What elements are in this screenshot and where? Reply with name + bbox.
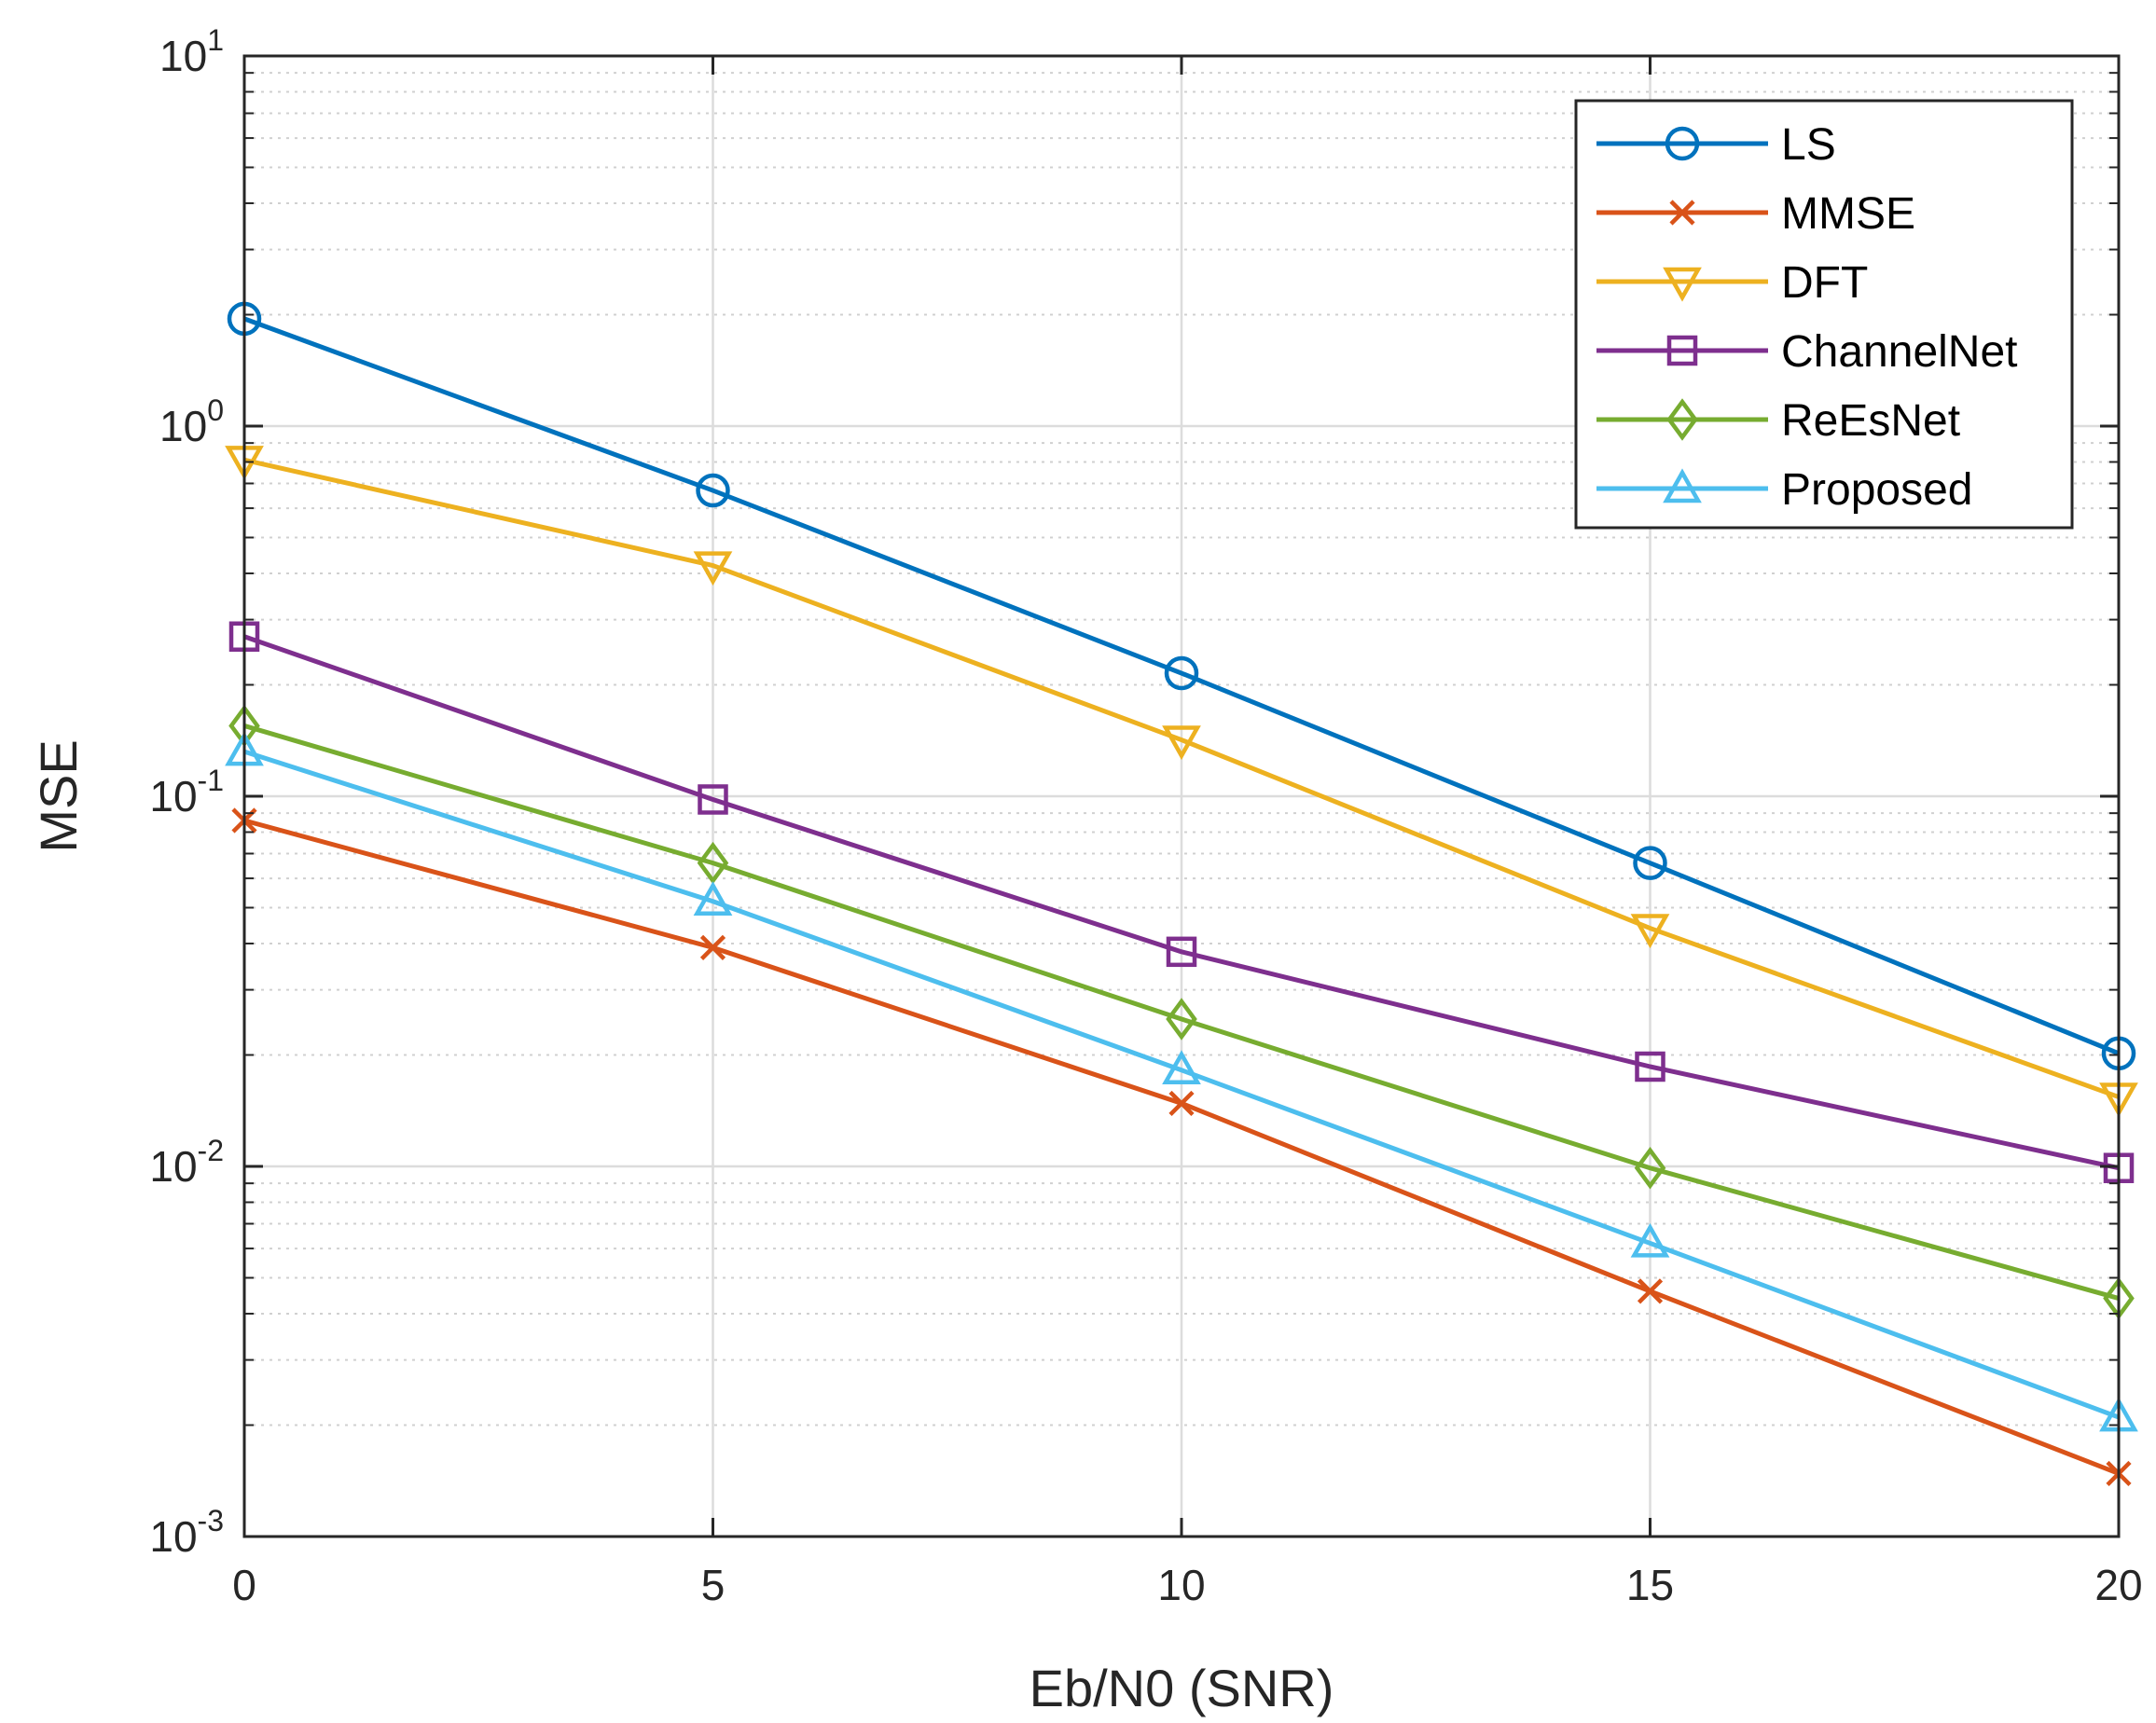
x-tick-label: 0 bbox=[232, 1561, 256, 1609]
legend-marker-reesnet bbox=[1666, 398, 1698, 441]
data-point-channelnet bbox=[1635, 1051, 1665, 1082]
data-point-channelnet bbox=[698, 784, 728, 815]
data-point-channelnet bbox=[1166, 936, 1197, 968]
data-point-dft bbox=[693, 551, 733, 586]
data-point-reesnet bbox=[1634, 1146, 1666, 1190]
data-point-proposed bbox=[1162, 1050, 1201, 1085]
legend-item-mmse: MMSE bbox=[1596, 189, 1915, 239]
legend-item-channelnet: ChannelNet bbox=[1596, 327, 2018, 377]
series-line-proposed bbox=[243, 749, 2120, 1420]
legend-marker-channelnet bbox=[1666, 335, 1698, 366]
legend-marker-ls bbox=[1665, 126, 1700, 161]
data-point-mmse bbox=[699, 934, 726, 960]
legend-item-ls: LS bbox=[1596, 120, 1836, 170]
data-point-ls bbox=[1164, 655, 1199, 691]
x-axis-label: Eb/N0 (SNR) bbox=[1030, 1659, 1334, 1717]
legend-label-reesnet: ReEsNet bbox=[1781, 396, 1960, 446]
y-tick-label: 101 bbox=[159, 23, 224, 80]
axis-ticks bbox=[242, 54, 2121, 1538]
x-tick-label: 20 bbox=[2094, 1561, 2142, 1609]
data-point-proposed bbox=[693, 881, 733, 916]
y-tick-label: 10-1 bbox=[149, 764, 224, 820]
legend: LS MMSE DFT ChannelNet ReEsNet Proposed bbox=[1574, 99, 2074, 530]
legend-item-reesnet: ReEsNet bbox=[1596, 396, 1960, 446]
series-layer bbox=[225, 301, 2138, 1487]
legend-label-dft: DFT bbox=[1781, 258, 1868, 308]
data-point-mmse bbox=[1637, 1278, 1664, 1304]
data-point-reesnet bbox=[697, 841, 729, 885]
legend-box bbox=[1574, 99, 2074, 530]
legend-marker-mmse bbox=[1669, 200, 1695, 226]
y-axis-label: MSE bbox=[29, 739, 88, 852]
legend-label-proposed: Proposed bbox=[1781, 465, 1972, 515]
series-line-reesnet bbox=[243, 724, 2120, 1301]
legend-item-dft: DFT bbox=[1596, 258, 1868, 308]
series-line-ls bbox=[243, 316, 2120, 1056]
legend-marker-proposed bbox=[1663, 468, 1702, 503]
y-tick-label: 100 bbox=[159, 393, 224, 450]
series-line-dft bbox=[243, 457, 2120, 1099]
legend-label-ls: LS bbox=[1781, 120, 1836, 170]
y-tick-labels: 10-3 10-2 10-1 100 101 bbox=[149, 23, 224, 1561]
data-point-ls bbox=[1633, 846, 1667, 880]
x-tick-label: 10 bbox=[1157, 1561, 1205, 1609]
x-tick-labels: 0 5 10 15 20 bbox=[232, 1561, 2142, 1609]
legend-marker-dft bbox=[1663, 267, 1702, 302]
data-point-proposed bbox=[1630, 1222, 1670, 1258]
legend-item-proposed: Proposed bbox=[1596, 465, 1972, 515]
data-point-mmse bbox=[1168, 1090, 1195, 1117]
data-point-dft bbox=[1162, 725, 1201, 761]
data-point-dft bbox=[1630, 914, 1670, 949]
legend-label-mmse: MMSE bbox=[1781, 189, 1915, 239]
data-point-ls bbox=[696, 473, 730, 508]
data-point-reesnet bbox=[1166, 998, 1197, 1041]
y-tick-label: 10-2 bbox=[149, 1134, 224, 1191]
y-tick-label: 10-3 bbox=[149, 1504, 224, 1561]
x-tick-label: 15 bbox=[1626, 1561, 1674, 1609]
series-line-channelnet bbox=[243, 634, 2120, 1171]
x-tick-label: 5 bbox=[701, 1561, 726, 1609]
legend-label-channelnet: ChannelNet bbox=[1781, 327, 2018, 377]
